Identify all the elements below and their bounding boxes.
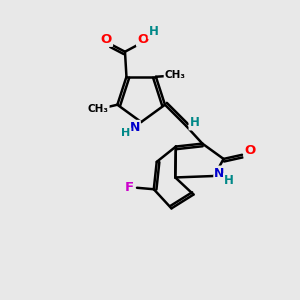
Text: O: O — [101, 33, 112, 46]
Text: CH₃: CH₃ — [88, 104, 109, 114]
Text: N: N — [214, 167, 225, 179]
Text: H: H — [148, 25, 158, 38]
Text: H: H — [224, 174, 234, 187]
Text: H: H — [190, 116, 200, 130]
Text: O: O — [137, 33, 148, 46]
Text: H: H — [121, 128, 130, 138]
Text: F: F — [125, 181, 134, 194]
Text: O: O — [244, 144, 256, 157]
Text: N: N — [130, 121, 140, 134]
Text: CH₃: CH₃ — [164, 70, 185, 80]
